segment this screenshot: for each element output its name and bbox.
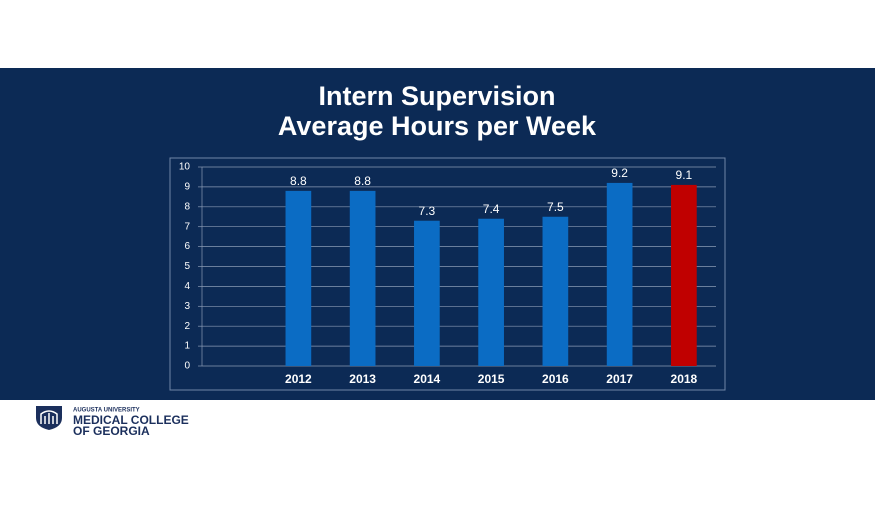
- value-label: 7.4: [483, 202, 500, 216]
- logo: AUGUSTA UNIVERSITY MEDICAL COLLEGE OF GE…: [36, 406, 189, 438]
- value-label: 7.5: [547, 200, 564, 214]
- x-tick-label: 2017: [606, 372, 633, 386]
- bar: [414, 220, 440, 366]
- y-tick-label: 6: [184, 241, 190, 252]
- x-tick-label: 2015: [478, 372, 505, 386]
- x-tick-label: 2014: [414, 372, 441, 386]
- x-tick-label: 2012: [285, 372, 312, 386]
- y-tick-label: 5: [184, 261, 190, 272]
- y-tick-label: 10: [179, 162, 191, 173]
- bar: [478, 218, 504, 366]
- chart-title: Intern Supervision: [318, 81, 555, 111]
- y-tick-label: 2: [184, 321, 190, 332]
- y-tick-label: 7: [184, 221, 190, 232]
- value-label: 9.1: [676, 168, 693, 182]
- y-tick-label: 1: [184, 341, 190, 352]
- chart-frame: [169, 157, 726, 391]
- bar: [671, 184, 697, 366]
- college-name: MEDICAL COLLEGE: [73, 413, 189, 427]
- x-tick-label: 2013: [349, 372, 376, 386]
- chart-title: Average Hours per Week: [278, 111, 597, 141]
- y-tick-label: 4: [184, 281, 190, 292]
- y-tick-label: 9: [184, 182, 190, 193]
- college-name: OF GEORGIA: [73, 424, 150, 438]
- bar: [542, 216, 569, 366]
- y-tick-label: 3: [184, 301, 190, 312]
- logo-arch: [40, 410, 58, 424]
- bar: [606, 182, 633, 366]
- value-label: 8.8: [354, 174, 371, 188]
- y-tick-label: 0: [184, 361, 190, 372]
- university-name: AUGUSTA UNIVERSITY: [73, 408, 140, 414]
- x-tick-label: 2018: [671, 372, 698, 386]
- y-tick-label: 8: [184, 201, 190, 212]
- bar: [349, 190, 376, 366]
- bar: [285, 190, 312, 366]
- value-label: 9.2: [611, 166, 628, 180]
- value-label: 7.3: [419, 204, 436, 218]
- value-label: 8.8: [290, 174, 307, 188]
- x-tick-label: 2016: [542, 372, 569, 386]
